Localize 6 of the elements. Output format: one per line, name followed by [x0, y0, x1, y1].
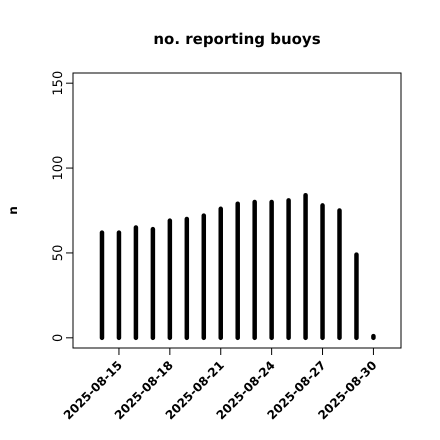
- chart-title: no. reporting buoys: [153, 30, 321, 48]
- y-tick-label: 150: [51, 70, 66, 96]
- y-tick-label: 0: [51, 334, 66, 342]
- y-tick-label: 50: [51, 244, 66, 262]
- y-tick-label: 100: [51, 156, 66, 180]
- y-axis-title: n: [6, 206, 20, 215]
